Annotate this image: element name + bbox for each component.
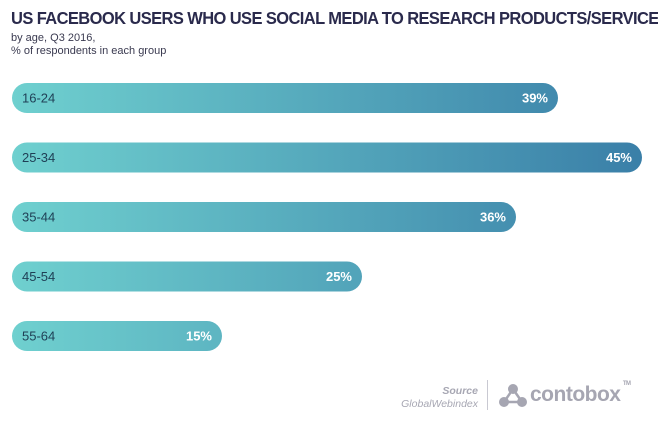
value-label-25-34: 45% (606, 150, 632, 165)
chart-subtitle-line1: by age, Q3 2016, (11, 32, 96, 44)
category-label-45-54: 45-54 (22, 269, 55, 284)
category-label-16-24: 16-24 (22, 91, 55, 106)
source-name: GlobalWebindex (401, 398, 478, 410)
brand-trademark: TM (622, 381, 631, 387)
chart-title: US FACEBOOK USERS WHO USE SOCIAL MEDIA T… (11, 9, 658, 29)
contobox-molecule-icon (499, 384, 527, 407)
category-label-25-34: 25-34 (22, 150, 55, 165)
bar-25-34 (12, 142, 642, 173)
brand-name: contobox (530, 383, 621, 406)
bar-16-24 (12, 83, 558, 113)
category-label-35-44: 35-44 (22, 210, 55, 225)
value-label-35-44: 36% (480, 210, 506, 225)
value-label-55-64: 15% (186, 329, 212, 344)
value-label-16-24: 39% (522, 91, 548, 106)
bar-55-64 (12, 321, 222, 351)
bar-35-44 (12, 202, 516, 232)
bars-group: 16-24 39% 25-34 45% 35-44 36% 45-54 25% 55-64 15% (12, 83, 642, 351)
contobox-logo: contobox TM (498, 380, 631, 410)
footer-divider (487, 380, 488, 410)
bar-45-54 (12, 261, 362, 292)
source-note: Source GlobalWebindex (401, 385, 478, 411)
value-label-45-54: 25% (326, 269, 352, 284)
bar-chart: 16-24 39% 25-34 45% 35-44 36% 45-54 25% 55-64 15% (12, 83, 642, 351)
contobox-wordmark: contobox TM (530, 381, 631, 407)
source-label: Source (442, 385, 478, 397)
category-label-55-64: 55-64 (22, 329, 55, 344)
chart-subtitle-line2: % of respondents in each group (11, 45, 167, 57)
